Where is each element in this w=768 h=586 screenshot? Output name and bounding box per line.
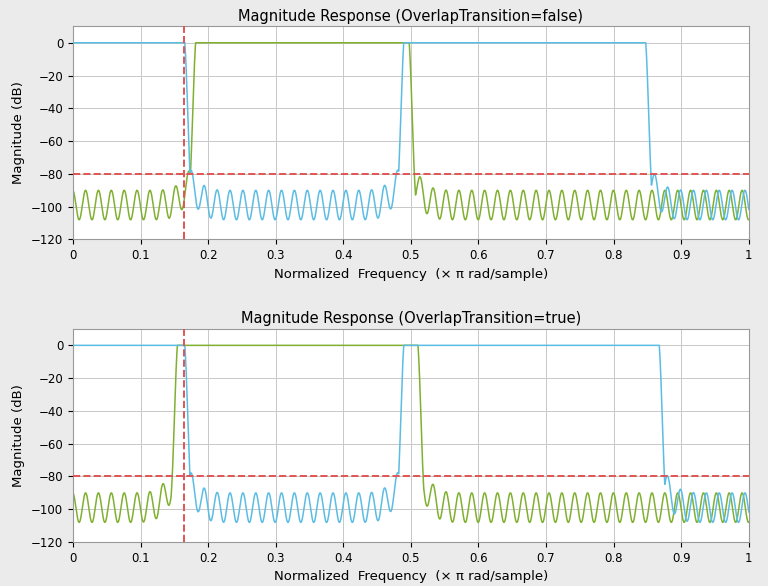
- Y-axis label: Magnitude (dB): Magnitude (dB): [12, 384, 25, 487]
- Title: Magnitude Response (OverlapTransition=false): Magnitude Response (OverlapTransition=fa…: [238, 9, 584, 24]
- Title: Magnitude Response (OverlapTransition=true): Magnitude Response (OverlapTransition=tr…: [240, 311, 581, 326]
- X-axis label: Normalized  Frequency  (× π rad/sample): Normalized Frequency (× π rad/sample): [273, 268, 548, 281]
- Y-axis label: Magnitude (dB): Magnitude (dB): [12, 81, 25, 185]
- X-axis label: Normalized  Frequency  (× π rad/sample): Normalized Frequency (× π rad/sample): [273, 570, 548, 583]
